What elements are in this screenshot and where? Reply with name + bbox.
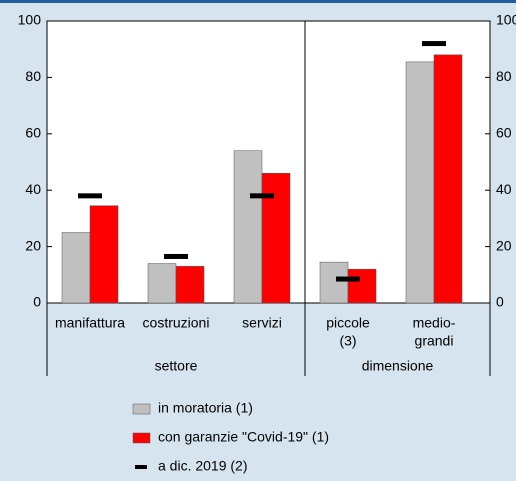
y2-tick-label: 40 [496, 181, 512, 197]
reference-dash [422, 41, 446, 47]
y-tick-label: 100 [18, 12, 42, 28]
y-tick-label: 0 [33, 294, 41, 310]
legend-label: con garanzie "Covid-19" (1) [158, 429, 329, 445]
top-rule [0, 0, 516, 3]
x-tick-label: servizi [242, 315, 282, 331]
y-tick-label: 20 [25, 237, 41, 253]
bar [147, 263, 177, 304]
x-tick-label: costruzioni [143, 315, 210, 331]
y-tick-label: 80 [25, 68, 41, 84]
y2-tick-label: 80 [496, 68, 512, 84]
bar [233, 150, 263, 304]
bar [319, 261, 349, 304]
x-tick-label: piccole [326, 315, 370, 331]
y-tick-label: 60 [25, 125, 41, 141]
bar [89, 205, 119, 304]
x-tick-label: manifattura [55, 315, 125, 331]
y2-tick-label: 20 [496, 237, 512, 253]
x-tick-label: medio- [413, 315, 456, 331]
legend-swatch [135, 465, 147, 469]
y-tick-label: 40 [25, 181, 41, 197]
legend-swatch [132, 432, 151, 444]
reference-dash [78, 193, 102, 199]
bar [175, 266, 205, 304]
x-tick-label: grandi [415, 333, 454, 349]
y2-tick-label: 60 [496, 125, 512, 141]
bar [347, 268, 377, 304]
legend-label: in moratoria (1) [158, 400, 253, 416]
legend-swatch [132, 403, 151, 415]
legend-label: a dic. 2019 (2) [158, 458, 248, 474]
group-label: settore [155, 358, 198, 374]
y2-tick-label: 0 [496, 294, 504, 310]
y2-tick-label: 100 [496, 12, 516, 28]
bar [61, 232, 91, 304]
bar [261, 173, 291, 304]
x-tick-label: (3) [339, 333, 356, 349]
group-label: dimensione [362, 358, 434, 374]
bar [433, 54, 463, 304]
bar [405, 61, 435, 304]
reference-dash [336, 276, 360, 282]
reference-dash [164, 253, 188, 259]
reference-dash [250, 193, 274, 199]
